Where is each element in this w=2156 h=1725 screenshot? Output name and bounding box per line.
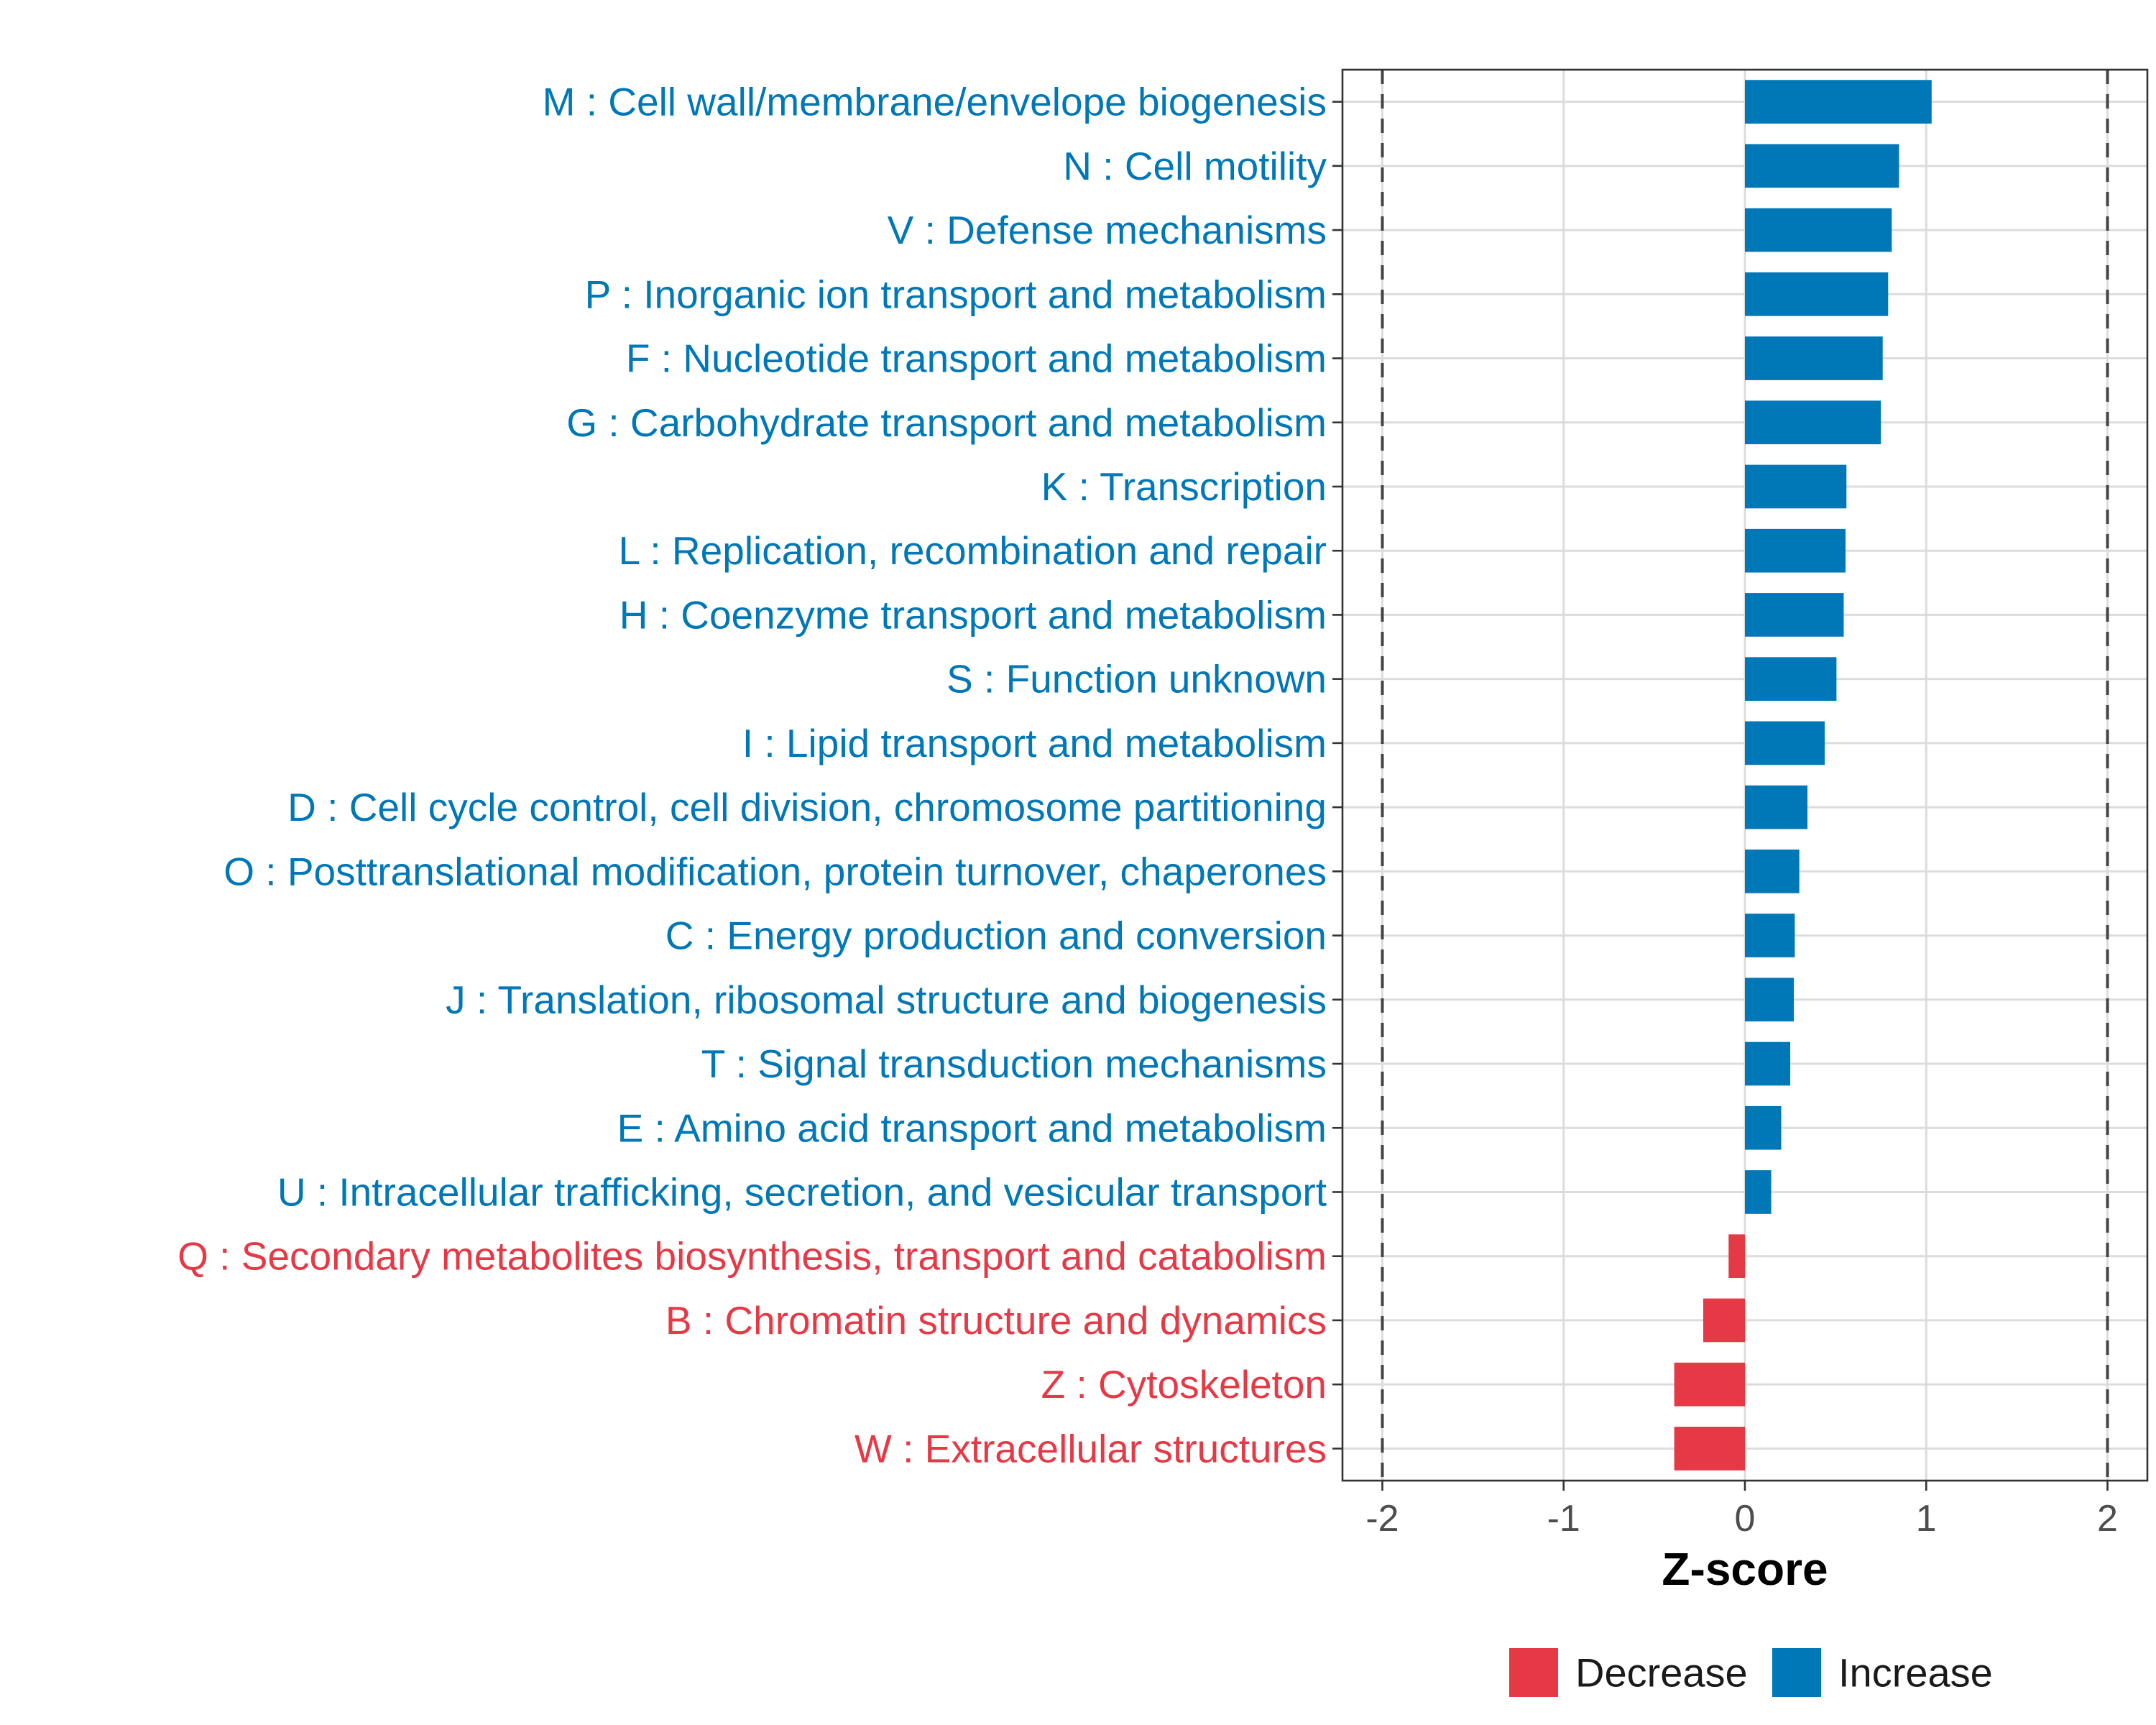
- category-label: C : Energy production and conversion: [665, 914, 1327, 958]
- bar-increase: [1745, 657, 1837, 701]
- bar-decrease: [1674, 1427, 1745, 1471]
- x-tick-label: 2: [2097, 1498, 2118, 1540]
- bar-increase: [1745, 80, 1932, 124]
- bar-increase: [1745, 336, 1883, 380]
- x-tick-label: 0: [1735, 1498, 1756, 1540]
- bar-decrease: [1703, 1298, 1745, 1343]
- bar-increase: [1745, 208, 1892, 252]
- category-label: K : Transcription: [1041, 464, 1327, 509]
- x-axis-ticks: -2 -1 0 1 2: [1365, 1481, 2118, 1540]
- category-label: Q : Secondary metabolites biosynthesis, …: [178, 1234, 1327, 1279]
- bar-increase: [1745, 1041, 1791, 1086]
- category-label: G : Carbohydrate transport and metabolis…: [566, 400, 1327, 445]
- bar-increase: [1745, 978, 1795, 1022]
- bar-increase: [1745, 272, 1889, 316]
- category-label: H : Coenzyme transport and metabolism: [619, 592, 1327, 637]
- bar-increase: [1745, 593, 1844, 637]
- bar-increase: [1745, 1105, 1782, 1150]
- bar-increase: [1745, 850, 1800, 893]
- bar-increase: [1745, 914, 1795, 957]
- bar-increase: [1745, 400, 1881, 445]
- category-label: U : Intracellular trafficking, secretion…: [277, 1169, 1327, 1214]
- bar-increase: [1745, 528, 1846, 573]
- legend: Decrease Increase: [1509, 1648, 1993, 1697]
- bar-increase: [1745, 785, 1808, 829]
- category-label: D : Cell cycle control, cell division, c…: [287, 785, 1327, 829]
- legend-label-increase: Increase: [1838, 1650, 1993, 1696]
- bar-increase: [1745, 1170, 1772, 1214]
- category-label: W : Extracellular structures: [854, 1426, 1327, 1471]
- category-label: F : Nucleotide transport and metabolism: [626, 336, 1327, 381]
- category-label: I : Lipid transport and metabolism: [742, 721, 1327, 765]
- legend-key-decrease: [1509, 1648, 1558, 1697]
- category-label: M : Cell wall/membrane/envelope biogenes…: [543, 80, 1327, 124]
- category-label: N : Cell motility: [1063, 144, 1327, 188]
- bar-decrease: [1674, 1362, 1745, 1407]
- category-label: S : Function unknown: [946, 657, 1327, 702]
- category-label: B : Chromatin structure and dynamics: [665, 1298, 1327, 1343]
- category-label: J : Translation, ribosomal structure and…: [446, 978, 1327, 1022]
- category-label: P : Inorganic ion transport and metaboli…: [585, 272, 1327, 316]
- category-label: L : Replication, recombination and repai…: [619, 528, 1327, 573]
- category-label: E : Amino acid transport and metabolism: [617, 1105, 1327, 1150]
- x-axis-title: Z-score: [1662, 1543, 1828, 1595]
- category-label: T : Signal transduction mechanisms: [701, 1041, 1327, 1086]
- category-label: V : Defense mechanisms: [888, 208, 1327, 252]
- bars: [1674, 80, 1932, 1471]
- reference-lines: [1381, 70, 2109, 1481]
- bar-decrease: [1728, 1234, 1745, 1279]
- bar-increase: [1745, 721, 1825, 765]
- legend-key-increase: [1772, 1648, 1821, 1697]
- y-axis-ticks: [1332, 101, 1342, 1450]
- bar-increase: [1745, 464, 1847, 509]
- x-tick-label: -1: [1547, 1498, 1580, 1540]
- legend-label-decrease: Decrease: [1575, 1650, 1748, 1696]
- category-label: Z : Cytoskeleton: [1041, 1362, 1327, 1407]
- bar-increase: [1745, 144, 1899, 188]
- category-labels: M : Cell wall/membrane/envelope biogenes…: [178, 80, 1327, 1471]
- x-tick-label: -2: [1365, 1498, 1399, 1540]
- x-tick-label: 1: [1916, 1498, 1937, 1540]
- category-label: O : Posttranslational modification, prot…: [224, 849, 1327, 893]
